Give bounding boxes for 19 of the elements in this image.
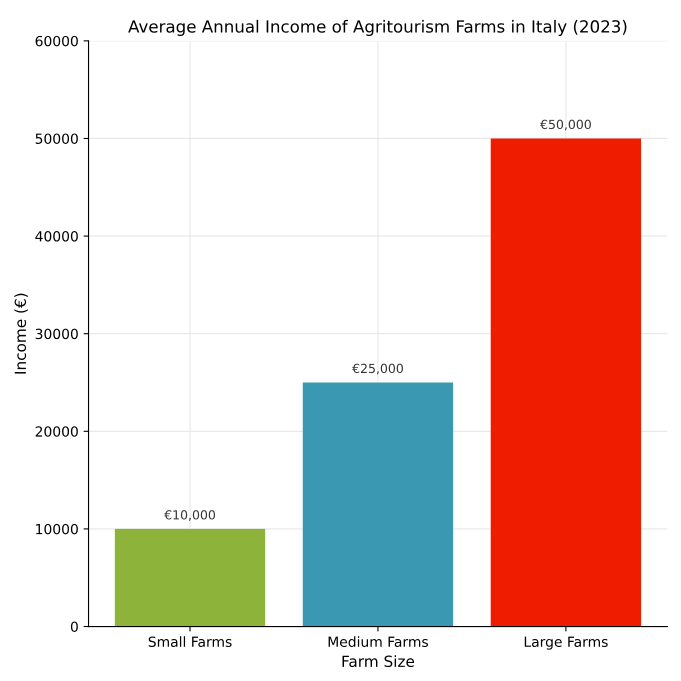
y-tick-label: 40000 xyxy=(35,231,78,242)
bar xyxy=(490,138,642,627)
x-tick-label: Medium Farms xyxy=(328,636,428,647)
y-tick-label: 50000 xyxy=(36,133,78,144)
x-axis-title: Farm Size xyxy=(342,655,414,668)
bar xyxy=(302,382,454,627)
chart-title: Average Annual Income of Agritourism Farms in Italy (2023) xyxy=(128,20,626,36)
bar xyxy=(114,528,266,627)
x-tick-label: Large Farms xyxy=(524,636,608,650)
y-tick-label: 30000 xyxy=(36,328,78,340)
x-tick-label: Small Farms xyxy=(148,636,232,647)
data-label: €25,000 xyxy=(352,364,403,374)
y-tick-label: 60000 xyxy=(36,36,78,46)
y-axis-title: Income (€) xyxy=(14,294,28,374)
data-label: €10,000 xyxy=(164,510,216,521)
data-label: €50,000 xyxy=(540,120,591,130)
y-tick-label: 0 xyxy=(70,621,78,632)
y-tick-label: 20000 xyxy=(36,426,78,437)
y-tick-label: 10000 xyxy=(36,524,78,534)
